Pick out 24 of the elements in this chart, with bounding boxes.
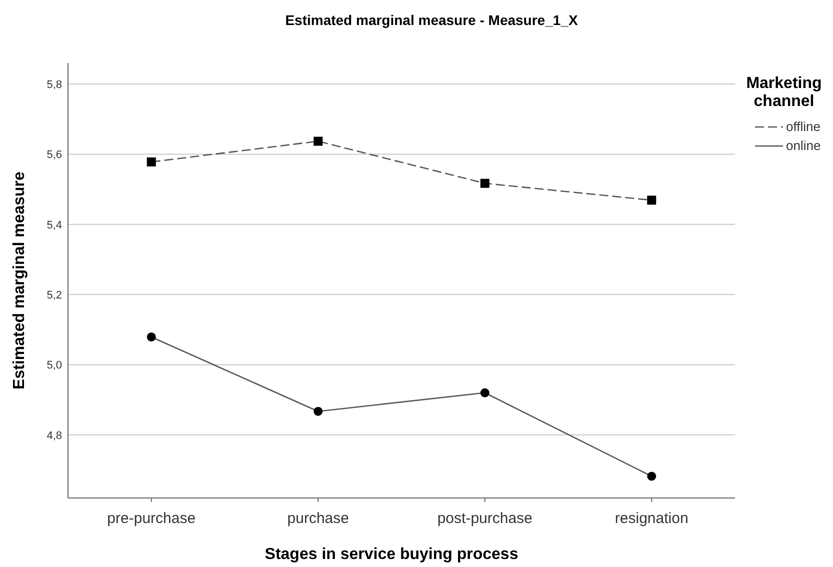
- chart-title: Estimated marginal measure - Measure_1_X: [285, 12, 578, 28]
- x-tick-label: post-purchase: [437, 510, 532, 527]
- point: [480, 178, 490, 188]
- legend-label: online: [786, 138, 821, 153]
- x-tick-label: purchase: [287, 510, 349, 527]
- y-tick-label: 4,8: [46, 430, 62, 442]
- point: [480, 388, 490, 398]
- legend-title: Marketing channel: [746, 75, 822, 110]
- point: [314, 406, 323, 416]
- point: [146, 157, 156, 166]
- x-axis-title: Stages in service buying process: [264, 546, 518, 563]
- point: [314, 136, 323, 146]
- legend-label: offline: [786, 119, 820, 134]
- y-tick-label: 5,8: [46, 79, 62, 92]
- y-tick-label: 5,6: [46, 149, 62, 162]
- y-tick-label: 5,4: [46, 219, 62, 232]
- point: [146, 332, 156, 342]
- x-tick-label: resignation: [614, 510, 688, 527]
- x-tick-label: pre-purchase: [107, 510, 196, 527]
- y-tick-label: 5,0: [46, 360, 62, 372]
- y-tick-label: 5,2: [46, 290, 62, 302]
- point: [647, 472, 656, 481]
- y-axis-title: Estimated marginal measure: [11, 171, 28, 390]
- point: [647, 196, 656, 205]
